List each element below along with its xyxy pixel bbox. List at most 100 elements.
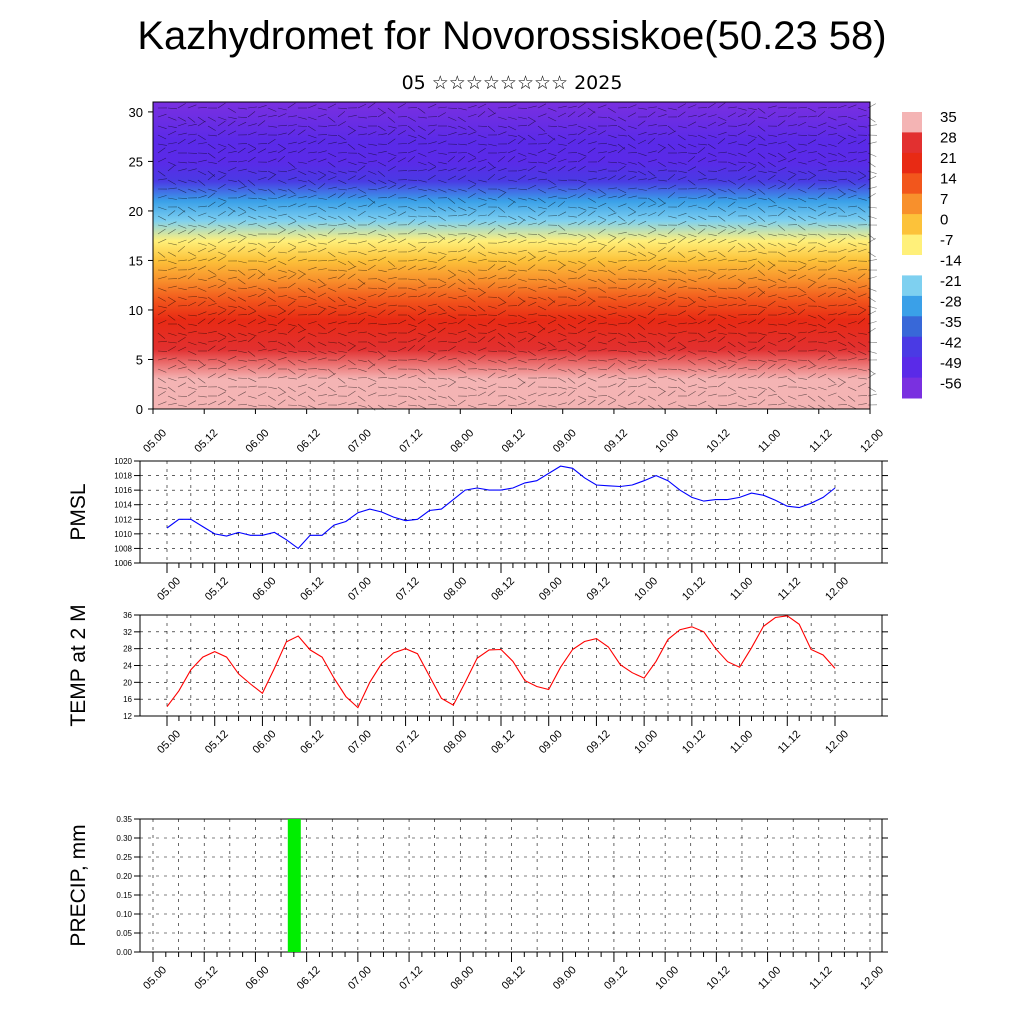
heatmap-xtick-label: 09.00 <box>551 427 579 455</box>
heatmap-xtick-label: 08.00 <box>448 427 476 455</box>
colorbar-cell <box>902 295 922 317</box>
precip-xtick-label: 05.00 <box>141 964 169 992</box>
wind-barbs <box>157 102 878 411</box>
heatmap-xtick-label: 10.00 <box>653 427 681 455</box>
heatmap-xtick-label: 11.00 <box>756 427 783 454</box>
pmsl-xtick-label: 05.12 <box>203 575 231 603</box>
pmsl-xtick-label: 09.00 <box>537 575 565 603</box>
colorbar-cell <box>902 112 922 133</box>
colorbar-label: -28 <box>940 294 962 311</box>
temp-ytick-label: 20 <box>123 678 132 687</box>
colorbar-cell <box>902 234 922 256</box>
colorbar-label: 28 <box>940 130 957 147</box>
precip-ytick-label: 0.10 <box>116 910 132 919</box>
colorbar-label: 7 <box>940 191 948 208</box>
colorbar-cell <box>902 275 922 297</box>
colorbar-cell <box>902 377 922 399</box>
colorbar-cell <box>902 193 922 215</box>
heatmap-ytick-label: 15 <box>129 253 143 268</box>
pmsl-xtick-label: 05.00 <box>155 575 183 603</box>
pmsl-frame <box>139 460 883 564</box>
colorbar-label: -49 <box>940 355 962 372</box>
temp-ytick-label: 32 <box>123 628 132 637</box>
colorbar-label: 35 <box>940 109 957 126</box>
precip-xtick-label: 09.00 <box>551 964 579 992</box>
precip-ytick-label: 0.25 <box>116 853 132 862</box>
colorbar-cell <box>902 152 922 174</box>
colorbar-cell <box>902 357 922 378</box>
colorbar-label: -21 <box>940 273 962 290</box>
precip-xtick-label: 08.00 <box>448 964 476 992</box>
pmsl-xtick-label: 08.12 <box>489 575 517 603</box>
precip-ytick-label: 0.30 <box>116 834 132 843</box>
pmsl-xtick-label: 09.12 <box>585 575 613 603</box>
heatmap-ytick-label: 10 <box>129 303 143 318</box>
heatmap-xtick-label: 08.12 <box>500 427 528 455</box>
pmsl-xtick-label: 08.00 <box>441 575 469 603</box>
heatmap-ytick-label: 20 <box>129 204 143 219</box>
colorbar-cell <box>902 255 922 276</box>
precip-xtick-label: 11.12 <box>807 964 834 991</box>
precip-xtick-label: 08.12 <box>500 964 528 992</box>
heatmap-ytick-label: 30 <box>129 105 143 120</box>
heatmap-xtick-label: 11.12 <box>807 427 834 454</box>
colorbar-label: -56 <box>940 376 962 393</box>
precip-ylabel: PRECIP, mm <box>67 824 90 946</box>
temp-ytick-label: 16 <box>123 695 132 704</box>
heatmap-xtick-label: 09.12 <box>602 427 630 455</box>
heatmap-xtick-label: 06.00 <box>244 427 272 455</box>
precip-frame <box>139 818 883 953</box>
temp-ytick-label: 36 <box>123 611 132 620</box>
colorbar-label: 21 <box>940 150 957 167</box>
pmsl-ytick-label: 1014 <box>114 501 132 510</box>
precip-xtick-label: 06.00 <box>244 964 272 992</box>
temp-xtick-label: 05.00 <box>155 728 183 756</box>
pmsl-line <box>166 465 836 550</box>
precip-bar <box>287 819 301 952</box>
heatmap-xtick-label: 10.12 <box>705 427 733 455</box>
precip-ytick-label: 0.05 <box>116 929 132 938</box>
pmsl-ytick-label: 1016 <box>114 486 132 495</box>
colorbar-label: -7 <box>940 232 953 249</box>
pmsl-xtick-label: 11.12 <box>776 575 803 602</box>
heatmap-xtick-label: 07.12 <box>397 427 425 455</box>
pmsl-ytick-label: 1012 <box>114 515 132 524</box>
pmsl-xtick-label: 07.00 <box>346 575 374 603</box>
pmsl-ytick-label: 1010 <box>114 530 132 539</box>
temp-ytick-label: 28 <box>123 645 132 654</box>
temp-xtick-label: 10.00 <box>632 728 660 756</box>
colorbar-cell <box>902 173 922 195</box>
heatmap-ytick-label: 25 <box>129 154 143 169</box>
temp-xtick-label: 10.12 <box>680 728 708 756</box>
pmsl-xtick-label: 10.00 <box>632 575 660 603</box>
temp-xtick-label: 07.00 <box>346 728 374 756</box>
colorbar-label: -14 <box>940 253 962 270</box>
pmsl-ytick-label: 1006 <box>114 559 132 568</box>
precip-xtick-label: 12.00 <box>858 964 886 992</box>
heatmap-xtick-label: 05.12 <box>192 427 220 455</box>
pmsl-xtick-label: 11.00 <box>728 575 755 602</box>
temp-xtick-label: 09.00 <box>537 728 565 756</box>
temp-xtick-label: 06.00 <box>251 728 279 756</box>
temp-xtick-label: 06.12 <box>298 728 326 756</box>
precip-xtick-label: 06.12 <box>295 964 323 992</box>
precip-xtick-label: 07.12 <box>397 964 425 992</box>
temp-xtick-label: 08.00 <box>441 728 469 756</box>
precip-xtick-label: 10.00 <box>653 964 681 992</box>
precip-ytick-label: 0.35 <box>116 815 132 824</box>
temp-ylabel: TEMP at 2 M <box>67 604 90 726</box>
colorbar-label: 14 <box>940 171 957 188</box>
pmsl-ytick-label: 1018 <box>114 472 132 481</box>
temp-xtick-label: 09.12 <box>585 728 613 756</box>
precip-ytick-label: 0.20 <box>116 872 132 881</box>
temp-line <box>166 615 836 709</box>
colorbar-cell <box>902 132 922 154</box>
temp-xtick-label: 07.12 <box>394 728 422 756</box>
temp-xtick-label: 08.12 <box>489 728 517 756</box>
temp-xtick-label: 12.00 <box>823 728 851 756</box>
precip-xtick-label: 07.00 <box>346 964 374 992</box>
colorbar-cell <box>902 214 922 235</box>
precip-xtick-label: 11.00 <box>756 964 783 991</box>
heatmap-xtick-label: 12.00 <box>858 427 886 455</box>
